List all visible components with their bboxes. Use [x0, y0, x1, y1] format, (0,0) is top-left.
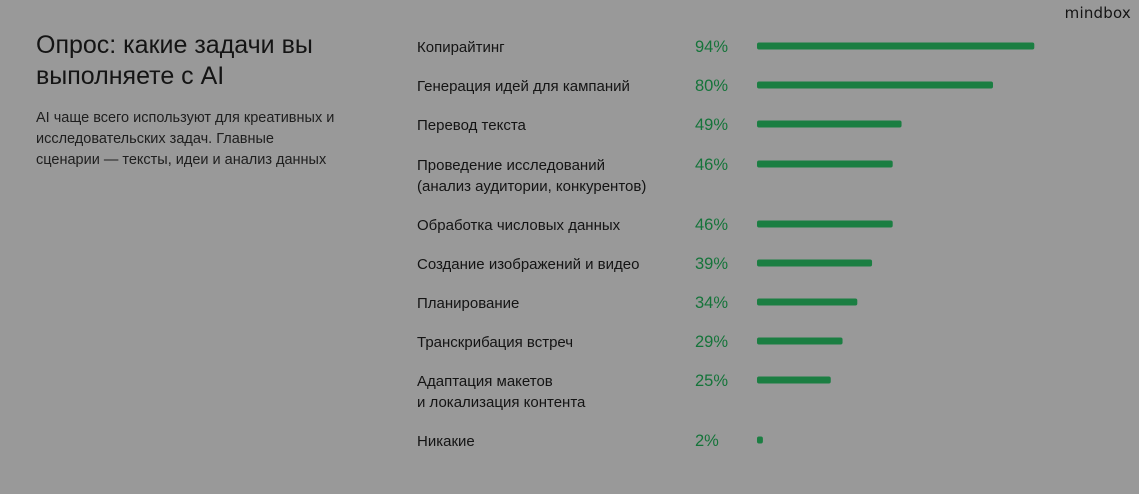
- category-label: Проведение исследований (анализ аудитории…: [417, 157, 646, 195]
- category-label: Создание изображений и видео: [417, 256, 639, 273]
- bar: [757, 81, 993, 89]
- value-label: 2%: [695, 432, 719, 450]
- value-label: 39%: [695, 255, 728, 273]
- bar: [757, 259, 873, 267]
- category-label: Перевод текста: [417, 117, 527, 134]
- bar: [757, 298, 858, 306]
- brand-logo: mindbox: [1064, 4, 1131, 22]
- value-label: 29%: [695, 333, 728, 351]
- bar: [757, 436, 763, 444]
- category-label: Копирайтинг: [417, 39, 505, 56]
- value-label: 46%: [695, 156, 728, 174]
- bar: [757, 220, 893, 228]
- page-title: Опрос: какие задачи вы выполняете с AI: [36, 31, 313, 90]
- bar: [757, 376, 831, 384]
- page-subtitle: AI чаще всего используют для креативных …: [36, 110, 335, 168]
- category-label: Транскрибация встреч: [417, 334, 573, 351]
- bar: [757, 160, 893, 168]
- bar: [757, 42, 1035, 50]
- value-label: 25%: [695, 372, 728, 390]
- value-label: 49%: [695, 116, 728, 134]
- value-label: 46%: [695, 216, 728, 234]
- category-label: Обработка числовых данных: [417, 217, 621, 234]
- category-label: Никакие: [417, 433, 475, 450]
- bar: [757, 337, 843, 345]
- value-label: 34%: [695, 294, 728, 312]
- category-label: Адаптация макетов и локализация контента: [417, 373, 586, 411]
- value-label: 94%: [695, 38, 728, 56]
- category-label: Планирование: [417, 295, 519, 312]
- bar: [757, 120, 902, 128]
- category-label: Генерация идей для кампаний: [417, 78, 630, 95]
- value-label: 80%: [695, 77, 728, 95]
